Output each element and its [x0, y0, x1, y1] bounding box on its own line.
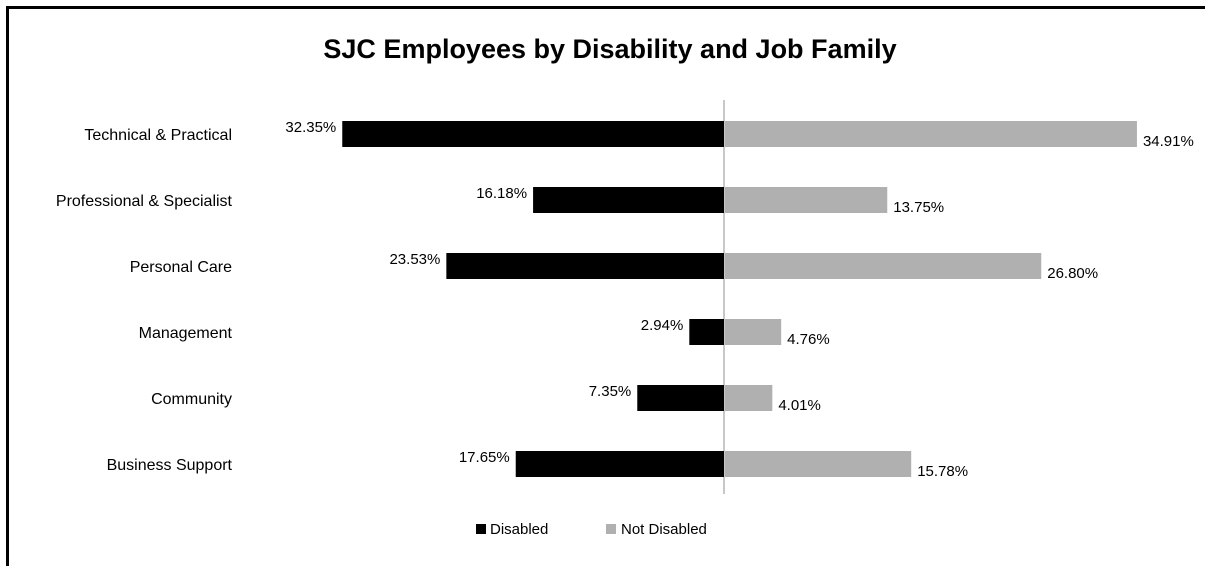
- bar-not-disabled-management: [725, 319, 782, 345]
- data-label-not-disabled-technical-practical: 34.91%: [1143, 133, 1194, 150]
- bar-not-disabled-business-support: [725, 451, 912, 477]
- legend-label-not-disabled: Not Disabled: [621, 521, 707, 538]
- bar-disabled-business-support: [515, 451, 724, 477]
- bar-not-disabled-personal-care: [725, 253, 1042, 279]
- legend: Disabled Not Disabled: [476, 521, 707, 538]
- category-label-business-support: Business Support: [107, 457, 233, 474]
- category-label-technical-practical: Technical & Practical: [84, 127, 232, 144]
- data-label-not-disabled-community: 4.01%: [778, 397, 821, 414]
- data-label-disabled-personal-care: 23.53%: [389, 251, 440, 268]
- legend-swatch-not-disabled: [606, 524, 616, 534]
- data-label-not-disabled-professional-specialist: 13.75%: [893, 199, 944, 216]
- plot-area: Technical & Practical 32.35% 34.91% Profess…: [56, 119, 1194, 480]
- bar-disabled-professional-specialist: [533, 187, 724, 213]
- bar-not-disabled-technical-practical: [725, 121, 1137, 147]
- data-label-disabled-technical-practical: 32.35%: [285, 119, 336, 136]
- bar-disabled-personal-care: [446, 253, 724, 279]
- data-label-not-disabled-business-support: 15.78%: [917, 463, 968, 480]
- bar-not-disabled-community: [725, 385, 773, 411]
- data-label-disabled-community: 7.35%: [589, 383, 632, 400]
- chart-title: SJC Employees by Disability and Job Fami…: [323, 34, 896, 64]
- bar-not-disabled-professional-specialist: [725, 187, 888, 213]
- category-label-professional-specialist: Professional & Specialist: [56, 193, 233, 210]
- data-label-not-disabled-personal-care: 26.80%: [1047, 265, 1098, 282]
- legend-swatch-disabled: [476, 524, 486, 534]
- bar-disabled-community: [637, 385, 724, 411]
- bar-disabled-technical-practical: [342, 121, 724, 147]
- data-label-not-disabled-management: 4.76%: [787, 331, 830, 348]
- data-label-disabled-management: 2.94%: [641, 317, 684, 334]
- data-label-disabled-business-support: 17.65%: [459, 449, 510, 466]
- data-label-disabled-professional-specialist: 16.18%: [476, 185, 527, 202]
- category-label-management: Management: [139, 325, 233, 342]
- bar-disabled-management: [689, 319, 724, 345]
- category-label-personal-care: Personal Care: [130, 259, 232, 276]
- legend-label-disabled: Disabled: [490, 521, 548, 538]
- category-label-community: Community: [151, 391, 232, 408]
